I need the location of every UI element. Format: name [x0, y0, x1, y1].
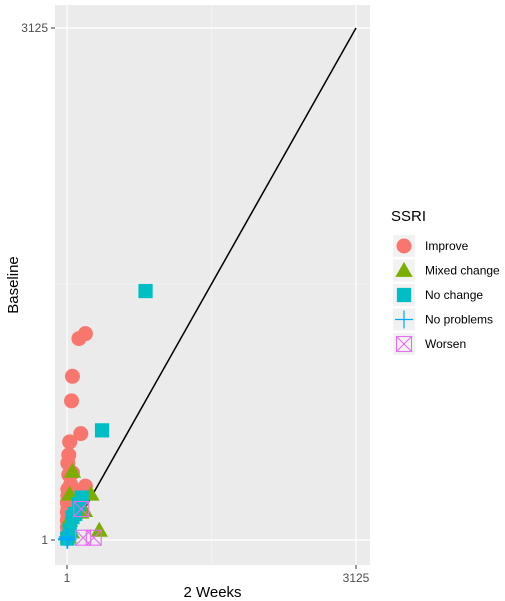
data-point: [73, 426, 89, 442]
legend-label: Mixed change: [425, 264, 500, 278]
legend-item: No change: [393, 284, 483, 306]
legend-key-square: [396, 287, 412, 303]
data-point: [90, 521, 108, 537]
legend-item: No problems: [393, 308, 493, 331]
legend-key-plus: [395, 310, 413, 329]
y-tick-label: 1: [41, 533, 48, 547]
series-worsen: [73, 500, 102, 546]
data-point: [63, 462, 82, 478]
x-axis-title: 2 Weeks: [183, 584, 241, 601]
data-point: [73, 500, 90, 518]
series-no-problems: [58, 527, 77, 549]
grid-lines: [55, 5, 370, 565]
legend-label: Worsen: [425, 337, 466, 351]
data-point: [62, 434, 78, 450]
data-point: [71, 331, 87, 347]
plot-panel: [55, 5, 370, 565]
legend-label: No change: [425, 288, 483, 302]
data-points: [58, 283, 153, 549]
x-tick-label: 3125: [343, 571, 370, 585]
legend-key-triangle: [395, 261, 413, 277]
legend-key-circle: [396, 238, 412, 254]
data-point: [85, 529, 102, 546]
legend-title: SSRI: [391, 208, 426, 225]
legend: SSRI Improve Mixed change No change No prob…: [391, 208, 500, 355]
data-point: [64, 393, 80, 409]
data-point: [94, 423, 110, 438]
data-point: [138, 283, 153, 299]
y-tick-label: 3125: [21, 21, 48, 35]
legend-label: No problems: [425, 313, 493, 327]
data-point: [58, 530, 77, 549]
legend-item: Mixed change: [393, 259, 500, 282]
legend-key-boxx: [395, 335, 413, 353]
legend-item: Improve: [393, 235, 469, 257]
y-axis-title: Baseline: [5, 256, 22, 314]
axes: 1 3125 3125 1: [21, 21, 369, 585]
legend-item: Worsen: [393, 333, 466, 355]
legend-label: Improve: [425, 239, 469, 253]
x-tick-label: 1: [64, 571, 71, 585]
data-point: [61, 485, 79, 501]
data-point: [64, 368, 80, 384]
reference-line: [66, 27, 357, 541]
